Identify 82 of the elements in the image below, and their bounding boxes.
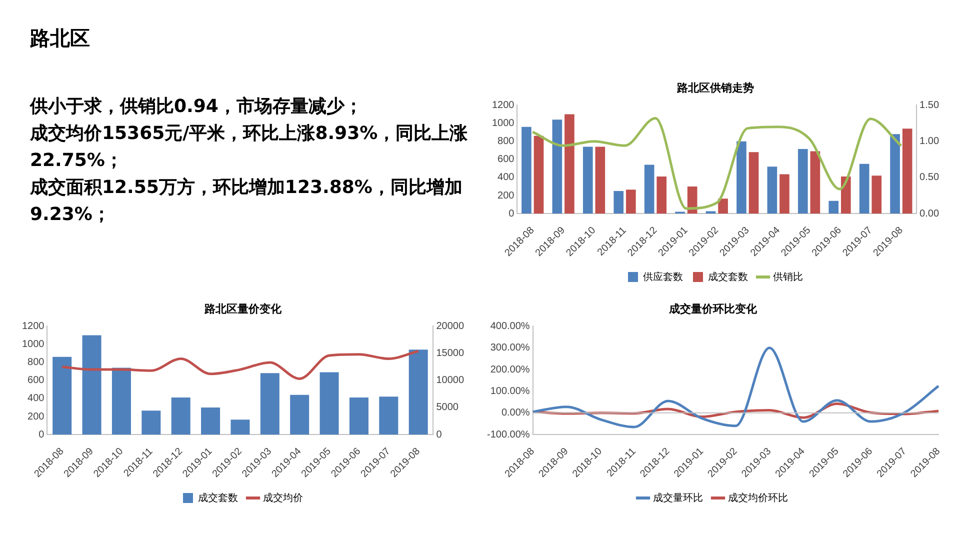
y-tick-label: 1200 [492,100,515,111]
bar [522,126,532,214]
text: 成交均价15365元/平米，环比上涨8.93%，同比上涨22.75%； [30,122,469,173]
bar [902,128,912,214]
bar [260,373,280,435]
y-tick-label: -100.00% [486,429,530,440]
bar [828,200,839,214]
legend-label: 成交均价环比 [728,492,788,504]
bar [349,398,368,435]
bar [230,420,250,435]
y2-tick-label: 0.00 [920,208,940,220]
bar [82,335,102,435]
bar [595,146,606,214]
y-tick-label: 600 [498,154,515,166]
bar [840,176,851,214]
y2-tick-label: 0.50 [920,172,940,184]
bar [52,356,72,435]
bar [780,174,790,214]
chart-title: 路北区量价变化 [204,302,282,316]
bar [614,190,624,214]
y-tick-label: 400.00% [490,320,530,332]
y2-tick-label: 0 [436,429,442,440]
y2-tick-label: 10000 [436,375,464,386]
y-tick-label: 0 [508,208,515,220]
y-tick-label: 1200 [22,320,45,332]
bar [112,368,131,435]
bar [626,190,636,214]
bar [290,394,310,435]
chart-title: 路北区供销走势 [676,82,754,95]
y2-tick-label: 15000 [436,348,464,360]
legend-label: 成交均价 [263,492,303,504]
y-tick-label: 600 [28,375,45,386]
y-tick-label: 200.00% [490,364,530,376]
line-series [532,346,940,428]
y-tick-label: 1000 [492,118,515,130]
y2-tick-label: 1.50 [920,100,940,111]
bar [736,141,746,214]
bar [142,410,161,435]
bar [171,398,190,435]
bar [767,166,778,214]
y-tick-label: 400 [28,393,45,404]
bar [718,198,728,214]
y-tick-label: 1000 [22,339,45,350]
y2-tick-label: 5000 [436,402,459,414]
bar [408,350,428,435]
y-tick-label: 0.00% [501,408,530,419]
legend-label: 供应套数 [643,270,683,283]
bar [859,164,870,214]
bar [201,407,220,435]
bar [656,176,667,214]
bar [320,372,339,435]
bar [644,164,654,214]
y-tick-label: 300.00% [490,342,530,354]
y-tick-label: 200 [498,190,515,202]
y-tick-label: 200 [28,411,45,422]
line-series [531,116,902,210]
y-tick-label: 800 [28,357,45,368]
text: 成交面积12.55万方，环比增加123.88%，同比增加9.23%； [30,176,464,227]
bar [872,176,882,214]
y2-tick-label: 1.00 [920,136,940,148]
y2-tick-label: 20000 [436,320,464,332]
y-tick-label: 800 [498,136,515,148]
y-tick-label: 100.00% [490,386,530,397]
legend-label: 成交套数 [198,492,238,504]
legend-label: 成交量环比 [653,492,703,504]
bar [748,152,759,214]
bar [798,149,808,214]
legend-label: 成交套数 [708,270,748,283]
bar [564,114,574,214]
chart-title: 成交量价环比变化 [668,302,758,316]
bar [552,120,562,214]
bar [890,134,900,214]
text: 供小于求，供销比0.94，市场存量减少； [30,95,364,119]
bar [379,396,398,435]
bar [534,136,544,214]
line-series [60,350,420,380]
legend-label: 供销比 [773,270,803,283]
y-tick-label: 0 [38,429,45,440]
text: 路北区 [30,25,90,52]
bar [810,151,820,214]
bar [582,146,593,214]
y-tick-label: 400 [498,172,515,184]
